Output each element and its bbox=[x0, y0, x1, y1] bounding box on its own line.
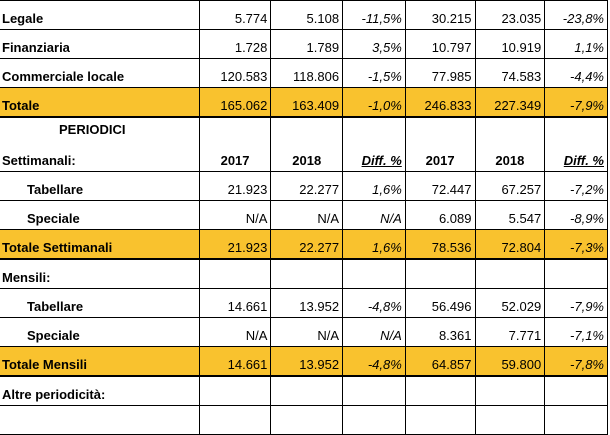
table-row: Speciale N/A N/A N/A 8.361 7.771 -7,1% bbox=[0, 317, 608, 347]
row-label: Totale Settimanali bbox=[0, 229, 200, 260]
value-cell: N/A bbox=[270, 200, 344, 230]
diff-cell: -8,9% bbox=[544, 200, 608, 230]
section-title: PERIODICI bbox=[59, 122, 126, 137]
value-cell: 6.089 bbox=[404, 200, 476, 230]
table-row: Finanziaria 1.728 1.789 3,5% 10.797 10.9… bbox=[0, 29, 608, 59]
value-cell: 246.833 bbox=[404, 87, 476, 118]
value-cell: 21.923 bbox=[198, 229, 272, 260]
section-header-row: PERIODICI Settimanali: 2017 2018 Diff. %… bbox=[0, 116, 608, 172]
diff-cell: 1,1% bbox=[544, 29, 608, 59]
table-row: Speciale N/A N/A N/A 6.089 5.547 -8,9% bbox=[0, 200, 608, 230]
diff-cell: N/A bbox=[342, 200, 406, 230]
value-cell: 13.952 bbox=[270, 346, 344, 377]
row-label: Legale bbox=[0, 0, 200, 30]
year-header: 2017 bbox=[404, 116, 476, 172]
value-cell: 67.257 bbox=[474, 171, 546, 201]
value-cell: 52.029 bbox=[474, 288, 546, 318]
value-cell: 77.985 bbox=[404, 58, 476, 88]
diff-cell: -23,8% bbox=[544, 0, 608, 30]
diff-cell: -7,3% bbox=[544, 229, 608, 260]
value-cell: 56.496 bbox=[404, 288, 476, 318]
diff-cell: -4,8% bbox=[342, 346, 406, 377]
value-cell: 72.447 bbox=[404, 171, 476, 201]
subsection-label: Altre periodicità: bbox=[0, 375, 200, 406]
subsection-label: Settimanali: bbox=[2, 153, 76, 168]
value-cell: 8.361 bbox=[404, 317, 476, 347]
table-row bbox=[0, 405, 608, 435]
year-header: 2018 bbox=[474, 116, 546, 172]
row-label: Speciale bbox=[0, 317, 200, 347]
row-label: Commerciale locale bbox=[0, 58, 200, 88]
diff-header: Diff. % bbox=[544, 116, 608, 172]
year-header: 2018 bbox=[270, 116, 344, 172]
diff-cell: -4,4% bbox=[544, 58, 608, 88]
value-cell: 14.661 bbox=[198, 346, 272, 377]
total-row: Totale Settimanali 21.923 22.277 1,6% 78… bbox=[0, 229, 608, 260]
value-cell: 7.771 bbox=[474, 317, 546, 347]
row-label: Tabellare bbox=[0, 171, 200, 201]
value-cell: 10.797 bbox=[404, 29, 476, 59]
diff-cell: -7,9% bbox=[544, 288, 608, 318]
row-label: Finanziaria bbox=[0, 29, 200, 59]
subsection-row: Altre periodicità: bbox=[0, 375, 608, 406]
value-cell: 10.919 bbox=[474, 29, 546, 59]
diff-cell: 1,6% bbox=[342, 229, 406, 260]
value-cell: 78.536 bbox=[404, 229, 476, 260]
diff-cell: -7,9% bbox=[544, 87, 608, 118]
value-cell: N/A bbox=[270, 317, 344, 347]
table-row: Tabellare 14.661 13.952 -4,8% 56.496 52.… bbox=[0, 288, 608, 318]
diff-cell: -7,2% bbox=[544, 171, 608, 201]
value-cell: 5.774 bbox=[198, 0, 272, 30]
value-cell: 118.806 bbox=[270, 58, 344, 88]
table-row: Tabellare 21.923 22.277 1,6% 72.447 67.2… bbox=[0, 171, 608, 201]
value-cell: 23.035 bbox=[474, 0, 546, 30]
value-cell: 5.108 bbox=[270, 0, 344, 30]
year-header: 2017 bbox=[198, 116, 272, 172]
value-cell: 1.789 bbox=[270, 29, 344, 59]
value-cell: 22.277 bbox=[270, 171, 344, 201]
diff-cell: -4,8% bbox=[342, 288, 406, 318]
value-cell: N/A bbox=[198, 317, 272, 347]
value-cell: 22.277 bbox=[270, 229, 344, 260]
value-cell: 74.583 bbox=[474, 58, 546, 88]
row-label: Tabellare bbox=[0, 288, 200, 318]
value-cell: 64.857 bbox=[404, 346, 476, 377]
row-label: Totale Mensili bbox=[0, 346, 200, 377]
value-cell: 59.800 bbox=[474, 346, 546, 377]
table-row: Legale 5.774 5.108 -11,5% 30.215 23.035 … bbox=[0, 0, 608, 30]
diff-cell: -11,5% bbox=[342, 0, 406, 30]
value-cell: 21.923 bbox=[198, 171, 272, 201]
value-cell: 5.547 bbox=[474, 200, 546, 230]
value-cell: N/A bbox=[198, 200, 272, 230]
value-cell: 72.804 bbox=[474, 229, 546, 260]
value-cell: 165.062 bbox=[198, 87, 272, 118]
diff-cell: 1,6% bbox=[342, 171, 406, 201]
section-header-cell: PERIODICI Settimanali: bbox=[0, 116, 200, 172]
diff-cell: 3,5% bbox=[342, 29, 406, 59]
row-label: Speciale bbox=[0, 200, 200, 230]
diff-cell: -7,1% bbox=[544, 317, 608, 347]
diff-cell: N/A bbox=[342, 317, 406, 347]
value-cell: 120.583 bbox=[198, 58, 272, 88]
table-row: Commerciale locale 120.583 118.806 -1,5%… bbox=[0, 58, 608, 88]
diff-cell: -7,8% bbox=[544, 346, 608, 377]
value-cell: 163.409 bbox=[270, 87, 344, 118]
subsection-row: Mensili: bbox=[0, 258, 608, 289]
total-row: Totale 165.062 163.409 -1,0% 246.833 227… bbox=[0, 87, 608, 118]
value-cell: 1.728 bbox=[198, 29, 272, 59]
diff-cell: -1,0% bbox=[342, 87, 406, 118]
row-label: Totale bbox=[0, 87, 200, 118]
value-cell: 30.215 bbox=[404, 0, 476, 30]
value-cell: 227.349 bbox=[474, 87, 546, 118]
value-cell: 13.952 bbox=[270, 288, 344, 318]
value-cell: 14.661 bbox=[198, 288, 272, 318]
total-row: Totale Mensili 14.661 13.952 -4,8% 64.85… bbox=[0, 346, 608, 377]
diff-header: Diff. % bbox=[342, 116, 406, 172]
diff-cell: -1,5% bbox=[342, 58, 406, 88]
subsection-label: Mensili: bbox=[0, 258, 200, 289]
